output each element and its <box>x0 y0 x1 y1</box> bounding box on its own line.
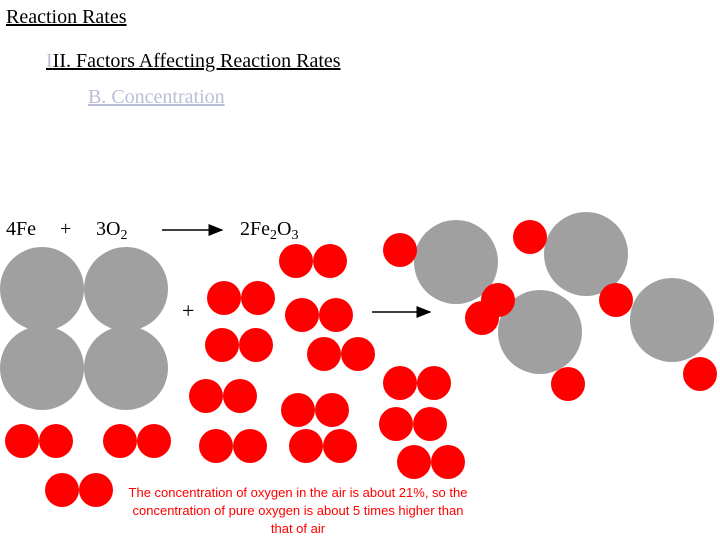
oxygen-atom <box>313 244 347 278</box>
oxygen-atom <box>307 337 341 371</box>
oxygen-atom <box>285 298 319 332</box>
oxygen-atom <box>319 298 353 332</box>
iron-atom <box>84 247 168 331</box>
oxygen-atom <box>513 220 547 254</box>
equation-product: 2Fe2O3 <box>240 218 298 244</box>
product-fe: 2Fe <box>240 218 270 240</box>
equation-reactant-oxygen: 3O2 <box>96 218 127 244</box>
product-subscript-o: 3 <box>291 228 299 243</box>
oxygen-atom <box>289 429 323 463</box>
oxygen-atom <box>383 366 417 400</box>
oxygen-atom <box>417 366 451 400</box>
iron-atom <box>84 326 168 410</box>
oxygen-subscript: 2 <box>120 228 128 243</box>
product-subscript-fe: 2 <box>270 228 277 243</box>
oxygen-atom <box>137 424 171 458</box>
oxygen-atom <box>383 233 417 267</box>
oxygen-atom <box>39 424 73 458</box>
oxygen-atom <box>223 379 257 413</box>
iron-atom <box>0 326 84 410</box>
product-o: O <box>277 218 292 240</box>
mixture-plus: + <box>182 298 195 323</box>
oxygen-atom <box>233 429 267 463</box>
oxygen-atom <box>207 281 241 315</box>
oxygen-atom <box>379 407 413 441</box>
oxygen-atom <box>465 301 499 335</box>
oxygen-atom <box>599 283 633 317</box>
section-heading: III. Factors Affecting Reaction Rates <box>46 50 341 73</box>
iron-atom <box>498 290 582 374</box>
oxygen-atom <box>241 281 275 315</box>
oxygen-atom <box>341 337 375 371</box>
equation-reactant-iron: 4Fe <box>6 218 36 240</box>
iron-atom <box>544 212 628 296</box>
oxygen-atom <box>551 367 585 401</box>
oxygen-atom <box>315 393 349 427</box>
oxygen-atom <box>205 328 239 362</box>
iron-atom <box>414 220 498 304</box>
oxygen-formula: 3O <box>96 218 121 240</box>
oxygen-atom <box>281 393 315 427</box>
oxygen-atom <box>5 424 39 458</box>
oxygen-atom <box>199 429 233 463</box>
oxygen-atom <box>413 407 447 441</box>
slide-title: Reaction Rates <box>6 6 127 28</box>
oxygen-atom <box>323 429 357 463</box>
heading-first-char: I <box>46 50 53 72</box>
equation-plus: + <box>60 218 72 240</box>
oxygen-atom <box>239 328 273 362</box>
oxygen-atom <box>683 357 717 391</box>
oxygen-atom <box>79 473 113 507</box>
oxygen-atom <box>103 424 137 458</box>
oxygen-atom <box>431 445 465 479</box>
iron-atom <box>630 278 714 362</box>
oxygen-atom <box>45 473 79 507</box>
oxygen-atom <box>279 244 313 278</box>
subsection-heading: B. Concentration <box>88 86 225 108</box>
heading-text: II. Factors Affecting Reaction Rates <box>52 50 341 72</box>
oxygen-concentration-caption: The concentration of oxygen in the air i… <box>128 485 468 536</box>
oxygen-atom <box>397 445 431 479</box>
oxygen-atom <box>189 379 223 413</box>
iron-atom <box>0 247 84 331</box>
